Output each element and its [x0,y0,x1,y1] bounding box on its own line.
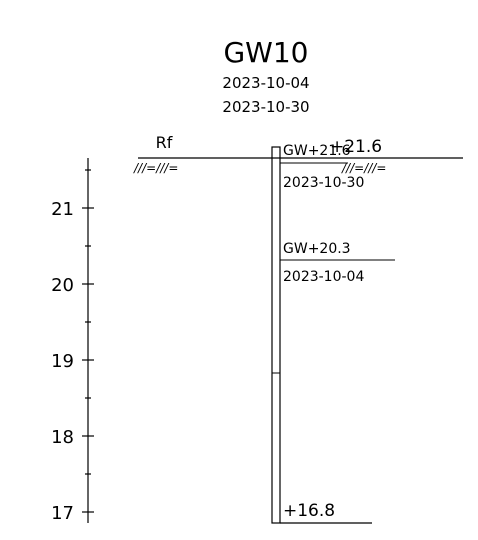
gw-level-date: 2023-10-04 [283,269,364,285]
bottom-elevation-label: +16.8 [283,501,335,521]
tick-label-20: 20 [51,275,74,296]
ground-hatch-left: ///=///= [133,161,178,175]
borehole-casing [271,146,281,524]
ground-hatch-right: ///=///= [341,161,386,175]
surface-elevation-label: +21.6 [330,137,382,157]
groundwater-reading: GW+21.6 2023-10-30 [280,143,364,191]
axis-tick-labels: 21 20 19 18 17 [51,199,74,524]
surface-label: Rf [156,133,173,152]
tick-label-19: 19 [51,351,74,372]
well-title: GW10 [223,36,308,69]
gw-level-label: GW+20.3 [283,241,351,257]
gw-level-label: GW+21.6 [283,143,351,159]
tick-label-17: 17 [51,503,74,524]
date-end: 2023-10-30 [222,98,309,116]
gw-level-date: 2023-10-30 [283,175,364,191]
tick-label-21: 21 [51,199,74,220]
date-start: 2023-10-04 [222,74,309,92]
axis-ticks [82,169,94,513]
groundwater-reading: GW+20.3 2023-10-04 [280,241,395,285]
tick-label-18: 18 [51,427,74,448]
